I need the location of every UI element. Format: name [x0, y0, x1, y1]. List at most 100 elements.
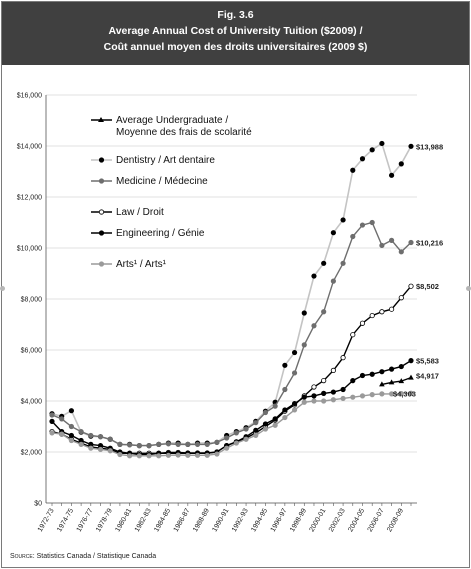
series-point-2: [156, 441, 162, 447]
series-point-5: [350, 394, 356, 400]
series-point-5: [388, 391, 395, 397]
series-point-2: [204, 441, 210, 447]
series-point-1: [359, 156, 366, 162]
series-point-2: [78, 428, 84, 435]
series-point-1: [398, 161, 404, 167]
legend-marker: [98, 261, 105, 267]
source-note: Source: Statistics Canada / Statistique …: [10, 553, 156, 560]
y-tick-label: $12,000: [17, 195, 42, 202]
x-tick-label: 1982-83: [134, 507, 153, 533]
left-resize-handle[interactable]: [0, 286, 5, 291]
legend-marker: [98, 117, 104, 122]
series-point-5: [359, 393, 366, 399]
y-tick-label: $2,000: [21, 450, 43, 457]
legend-label: Average Undergraduate /: [116, 115, 228, 126]
series-point-5: [379, 391, 385, 397]
series-point-4: [398, 363, 404, 370]
series-point-2: [321, 309, 327, 315]
source-label: Source:: [10, 553, 35, 560]
series-point-5: [204, 452, 210, 458]
x-tick-label: 1976-77: [76, 507, 95, 533]
series-point-4: [301, 394, 307, 400]
series-point-2: [224, 435, 230, 441]
series-point-1: [311, 273, 317, 279]
series-point-5: [311, 398, 317, 404]
series-point-5: [243, 436, 249, 442]
series-point-2: [59, 416, 65, 422]
x-tick-label: 2002-03: [328, 507, 347, 533]
figure-title-english: Average Annual Cost of University Tuitio…: [108, 25, 363, 37]
series-point-4: [388, 366, 395, 372]
x-tick-label: 1986-87: [173, 507, 192, 533]
series-point-4: [291, 400, 298, 407]
series-line-1: [51, 142, 412, 447]
series-point-2: [272, 403, 278, 409]
series-point-5: [175, 452, 181, 458]
series-point-5: [194, 452, 201, 458]
series-point-5: [253, 432, 259, 439]
legend-marker: [98, 157, 105, 163]
series-point-1: [330, 230, 336, 236]
series-point-2: [340, 260, 346, 266]
x-tick-label: 1992-93: [231, 507, 250, 533]
end-value-label: $13,988: [416, 142, 443, 151]
series-point-1: [369, 147, 375, 153]
series-point-2: [214, 439, 220, 445]
series-point-5: [321, 398, 327, 404]
series-point-2: [107, 436, 113, 442]
series-point-5: [282, 414, 288, 421]
series-point-5: [224, 445, 230, 451]
end-value-label: $4,917: [416, 372, 439, 381]
series-point-2: [97, 434, 104, 440]
series-point-1: [340, 217, 346, 223]
legend-marker: [98, 230, 105, 236]
series-point-0: [398, 378, 405, 384]
x-tick-label: 1972-73: [37, 507, 56, 533]
series-point-3: [340, 355, 346, 361]
series-point-3: [321, 377, 327, 384]
series-point-1: [282, 362, 288, 368]
series-point-3: [408, 283, 414, 289]
series-point-2: [311, 323, 317, 329]
series-point-5: [117, 451, 123, 458]
series-point-2: [291, 370, 298, 376]
series-line-3: [51, 285, 412, 454]
series-point-5: [49, 430, 55, 436]
series-point-4: [350, 377, 356, 384]
legend-marker: [98, 178, 105, 184]
series-point-1: [301, 310, 307, 316]
x-tick-label: 2000-01: [308, 507, 327, 533]
series-point-3: [350, 332, 356, 338]
figure-label: Fig. 3.6: [217, 9, 254, 21]
x-tick-label: 2008-09: [386, 507, 405, 533]
series-point-5: [369, 392, 375, 398]
series-point-3: [379, 309, 385, 315]
x-tick-label: 2004-05: [347, 507, 366, 533]
series-point-2: [243, 426, 249, 432]
series-point-5: [68, 437, 75, 444]
series-point-2: [388, 237, 395, 243]
series-point-2: [49, 412, 55, 418]
series-point-3: [398, 295, 404, 301]
series-point-2: [301, 342, 307, 348]
series-point-2: [408, 239, 414, 246]
series-line-2: [51, 221, 412, 447]
series-point-1: [408, 143, 414, 149]
series-point-4: [68, 432, 75, 439]
series-point-4: [282, 407, 288, 413]
series-point-2: [185, 441, 191, 447]
right-resize-handle[interactable]: [466, 286, 471, 291]
series-point-5: [233, 440, 239, 446]
series-point-5: [340, 395, 346, 402]
legend-label: Dentistry / Art dentaire: [116, 155, 215, 166]
series-point-4: [379, 369, 385, 375]
legend-label: Medicine / Médecine: [116, 176, 208, 187]
end-value-label: $10,216: [416, 238, 443, 247]
series-line-0: [381, 376, 412, 386]
x-tick-label: 1998-99: [289, 507, 308, 533]
x-tick-label: 1996-97: [270, 507, 289, 533]
y-tick-label: $4,000: [21, 399, 43, 406]
series-point-2: [127, 442, 133, 448]
series-point-2: [194, 441, 201, 447]
